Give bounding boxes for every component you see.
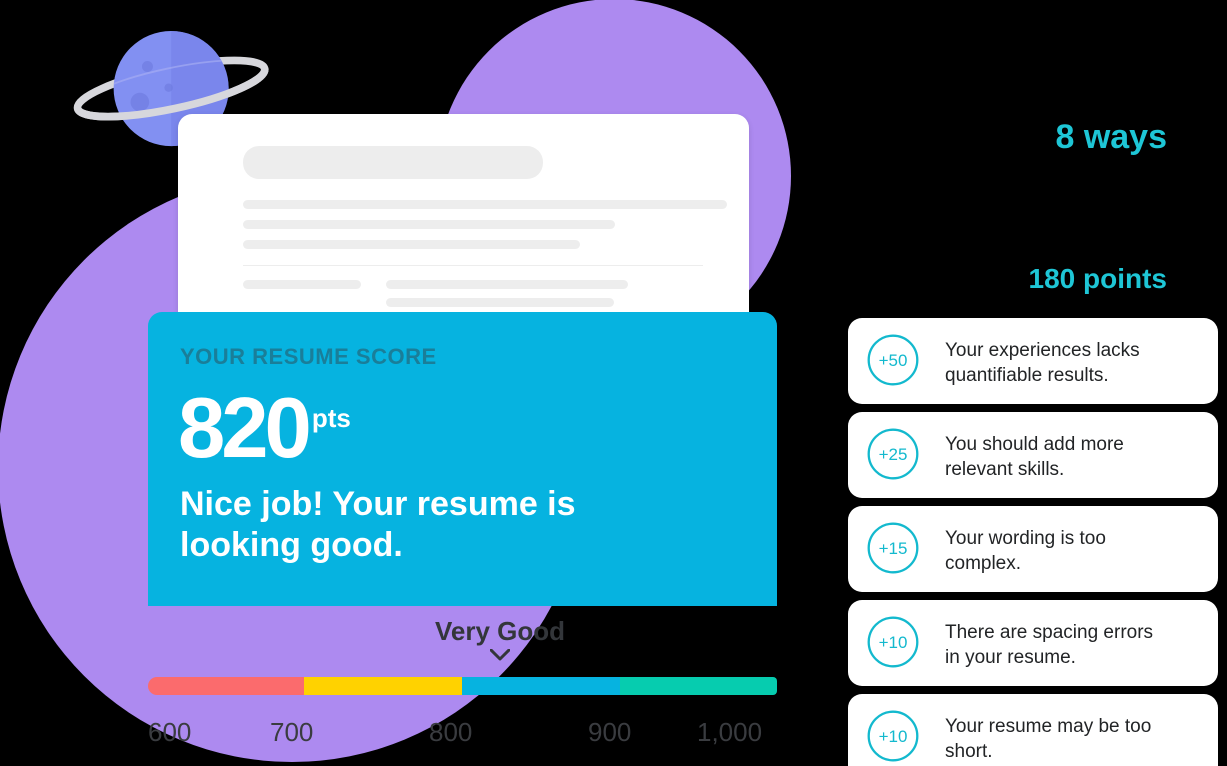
- svg-text:+10: +10: [879, 633, 908, 652]
- svg-text:+50: +50: [879, 351, 908, 370]
- svg-text:+10: +10: [879, 727, 908, 746]
- svg-text:+15: +15: [879, 539, 908, 558]
- svg-text:+25: +25: [879, 445, 908, 464]
